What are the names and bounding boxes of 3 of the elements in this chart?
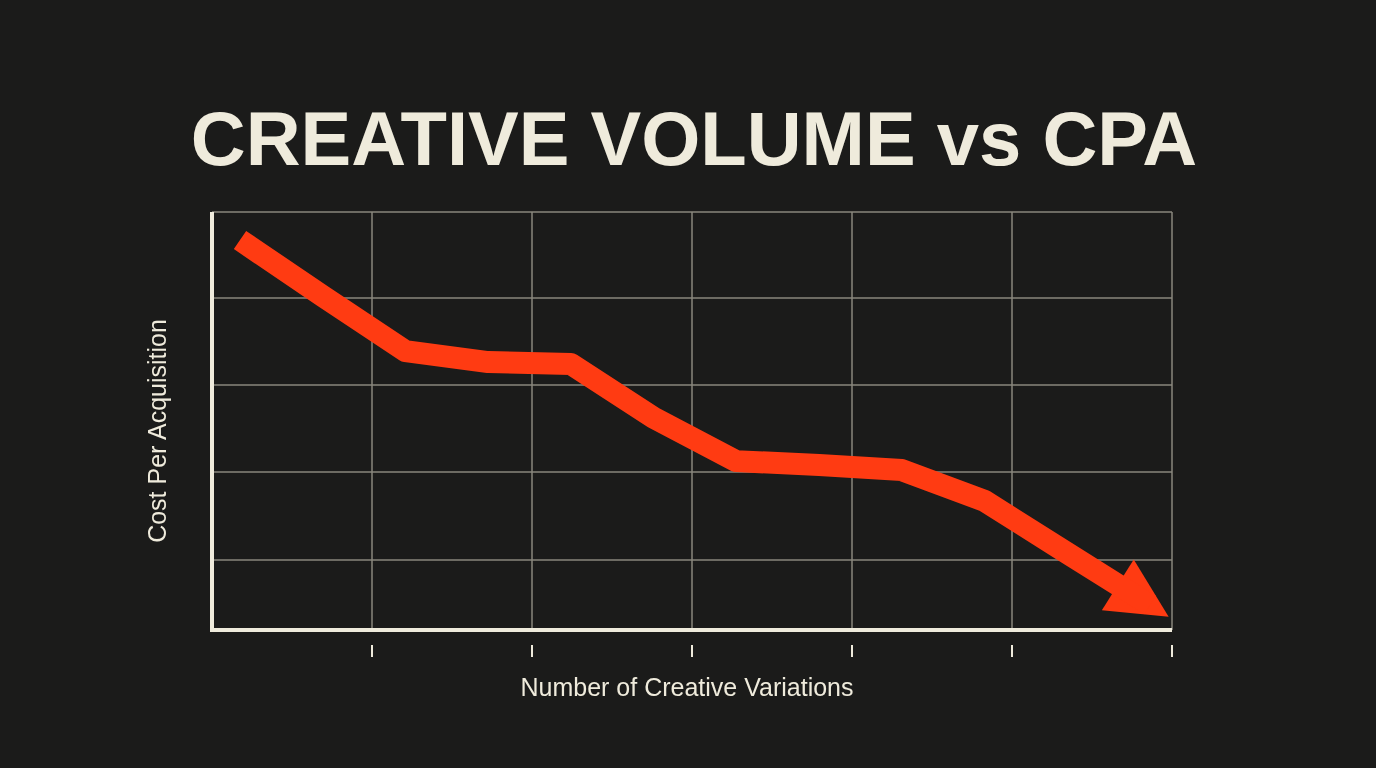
chart-title: CREATIVE VOLUME vs CPA: [190, 96, 1198, 181]
x-axis-title: Number of Creative Variations: [520, 673, 854, 701]
y-axis-title: Cost Per Acquisition: [143, 319, 171, 543]
